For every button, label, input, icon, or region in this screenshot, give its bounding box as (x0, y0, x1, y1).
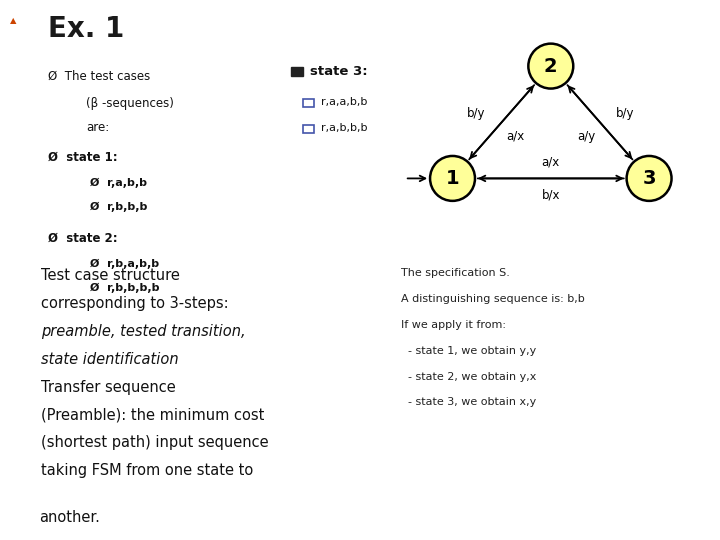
Text: ▲: ▲ (10, 16, 17, 25)
Text: Ø  The test cases: Ø The test cases (48, 70, 150, 83)
Text: preamble, tested transition,: preamble, tested transition, (41, 324, 246, 339)
Text: b/x: b/x (541, 189, 560, 202)
Text: Ø  r,b,a,b,b: Ø r,b,a,b,b (90, 259, 159, 269)
Text: a/x: a/x (541, 155, 560, 168)
Text: Ø  r,b,b,b,b: Ø r,b,b,b,b (90, 282, 159, 293)
Text: state 3:: state 3: (310, 65, 368, 78)
Text: (shortest path) input sequence: (shortest path) input sequence (41, 435, 269, 450)
Text: GUC: GUC (6, 38, 22, 44)
Text: - state 2, we obtain y,x: - state 2, we obtain y,x (401, 372, 537, 382)
Text: Test case structure: Test case structure (41, 268, 180, 284)
Text: Ø  r,a,b,b: Ø r,a,b,b (90, 178, 147, 188)
Text: Ø  state 1:: Ø state 1: (48, 151, 118, 164)
Text: r,a,a,b,b: r,a,a,b,b (321, 97, 367, 107)
Text: are:: are: (86, 121, 109, 134)
Text: (β -sequences): (β -sequences) (86, 97, 174, 110)
Text: corresponding to 3‑steps:: corresponding to 3‑steps: (41, 296, 229, 311)
Text: another.: another. (40, 510, 101, 525)
Text: a/y: a/y (577, 130, 595, 143)
Text: - state 3, we obtain x,y: - state 3, we obtain x,y (401, 397, 536, 408)
Text: Transfer sequence: Transfer sequence (41, 380, 176, 395)
Text: 1: 1 (446, 169, 459, 188)
Text: r,a,b,b,b: r,a,b,b,b (321, 123, 367, 133)
Text: The specification S.: The specification S. (401, 268, 510, 278)
Text: - state 1, we obtain y,y: - state 1, we obtain y,y (401, 346, 536, 356)
Circle shape (528, 44, 573, 89)
Text: A distinguishing sequence is: b,b: A distinguishing sequence is: b,b (401, 294, 585, 304)
Text: Ex. 1: Ex. 1 (48, 15, 125, 43)
Text: b/y: b/y (616, 107, 634, 120)
Text: Ø  state 2:: Ø state 2: (48, 232, 118, 245)
Text: 3: 3 (642, 169, 656, 188)
Text: b/y: b/y (467, 107, 485, 120)
Text: taking FSM from one state to: taking FSM from one state to (41, 463, 253, 478)
Circle shape (626, 156, 672, 201)
Text: a/x: a/x (507, 130, 525, 143)
Text: Protocol Engineering: Protocol Engineering (12, 168, 16, 242)
Text: If we apply it from:: If we apply it from: (401, 320, 506, 330)
Text: state identification: state identification (41, 352, 179, 367)
Bar (303, 125, 314, 133)
Bar (291, 66, 303, 76)
Text: 2: 2 (544, 57, 557, 76)
Circle shape (430, 156, 475, 201)
Text: (Preamble): the minimum cost: (Preamble): the minimum cost (41, 407, 264, 422)
Text: Dr. Hani Talaat: Dr. Hani Talaat (12, 453, 16, 491)
Bar (303, 99, 314, 107)
Text: Ø  r,b,b,b: Ø r,b,b,b (90, 202, 147, 212)
